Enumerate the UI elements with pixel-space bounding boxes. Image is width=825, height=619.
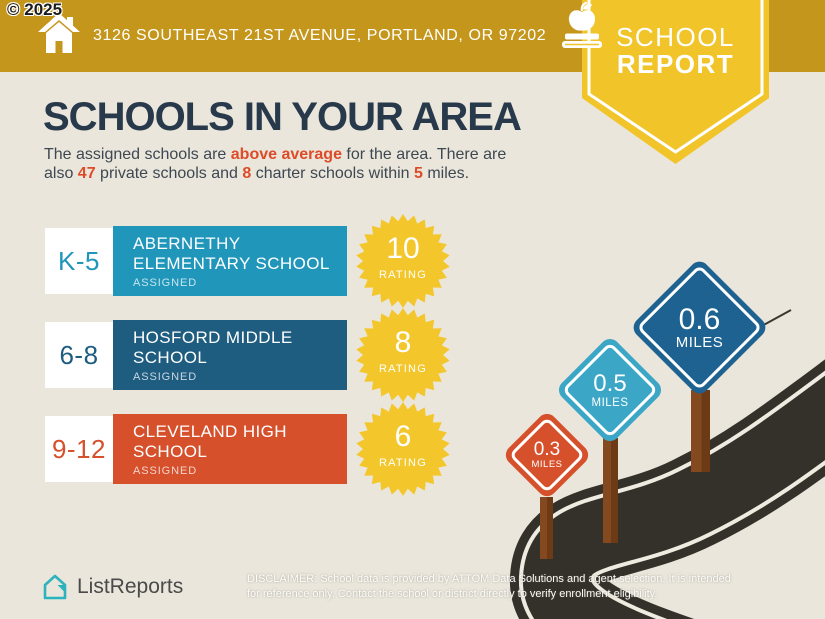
- school-row-elementary: K-5 ABERNETHY ELEMENTARY SCHOOL ASSIGNED…: [45, 214, 505, 308]
- intro-paragraph: The assigned schools are above average f…: [44, 145, 584, 183]
- school-name-line2: SCHOOL: [133, 441, 208, 461]
- grade-range-label: 9-12: [45, 416, 113, 482]
- badge-title-line2: REPORT: [616, 49, 735, 79]
- pennant-shape: [582, 0, 769, 164]
- grade-range-label: K-5: [45, 228, 113, 294]
- star-icon: [356, 308, 450, 402]
- intro-highlight-charter-count: 8: [242, 165, 252, 182]
- distance-sign-0-3-miles: 0.3 MILES: [501, 409, 593, 501]
- sign-post-0-5: [603, 438, 618, 543]
- intro-text: for the area. There are: [341, 146, 507, 163]
- brand-name: ListReports: [77, 575, 184, 598]
- copyright-watermark: © 2025: [7, 0, 63, 19]
- school-name-line1: HOSFORD MIDDLE: [133, 327, 293, 347]
- school-bar: CLEVELAND HIGH SCHOOL ASSIGNED: [113, 414, 347, 484]
- school-report-badge: SCHOOL REPORT: [562, 0, 769, 168]
- school-bar: HOSFORD MIDDLE SCHOOL ASSIGNED: [113, 320, 347, 390]
- assigned-label: ASSIGNED: [133, 276, 198, 289]
- intro-highlight-private-count: 47: [77, 165, 96, 182]
- rating-label: RATING: [379, 269, 427, 281]
- rating-value: 8: [394, 326, 412, 359]
- assigned-label: ASSIGNED: [133, 370, 198, 383]
- assigned-label: ASSIGNED: [133, 464, 198, 477]
- distance-sign-0-6-miles: 0.6 MILES: [629, 257, 770, 398]
- distance-value: 0.6: [678, 302, 721, 336]
- property-address: 3126 SOUTHEAST 21ST AVENUE, PORTLAND, OR…: [93, 27, 547, 44]
- intro-highlight-above-average: above average: [230, 146, 342, 163]
- rating-label: RATING: [379, 363, 427, 375]
- school-row-middle: 6-8 HOSFORD MIDDLE SCHOOL ASSIGNED 8 RAT…: [45, 308, 505, 402]
- intro-text: miles.: [422, 165, 470, 182]
- rating-badge: 6 RATING: [355, 401, 451, 497]
- star-icon: [356, 402, 450, 496]
- sign-post-0-3: [540, 497, 553, 559]
- intro-text: The assigned schools are: [44, 146, 231, 163]
- distance-value: 0.3: [533, 439, 561, 461]
- intro-text: also: [44, 165, 78, 182]
- grade-range-label: 6-8: [45, 322, 113, 388]
- folded-house-icon: [43, 574, 67, 600]
- badge-title-line1: SCHOOL: [616, 22, 735, 52]
- intro-highlight-miles: 5: [413, 165, 423, 182]
- distance-value: 0.5: [593, 370, 627, 398]
- school-bar: ABERNETHY ELEMENTARY SCHOOL ASSIGNED: [113, 226, 347, 296]
- apple-on-book-icon: [562, 1, 602, 48]
- disclaimer-line1: DISCLAIMER: School data is provided by A…: [247, 573, 731, 585]
- intro-text: charter schools within: [251, 165, 414, 182]
- school-name-line1: CLEVELAND HIGH: [133, 421, 287, 441]
- rating-badge: 8 RATING: [355, 307, 451, 403]
- school-name-line1: ABERNETHY: [133, 233, 241, 253]
- distance-unit: MILES: [591, 396, 629, 409]
- distance-unit: MILES: [675, 334, 724, 352]
- disclaimer-text: DISCLAIMER: School data is provided by A…: [247, 572, 732, 601]
- rating-value: 6: [394, 420, 412, 453]
- distance-sign-0-5-miles: 0.5 MILES: [554, 334, 666, 446]
- school-row-high: 9-12 CLEVELAND HIGH SCHOOL ASSIGNED 6 RA…: [45, 402, 505, 496]
- school-name-line2: SCHOOL: [133, 347, 208, 367]
- page-title: SCHOOLS IN YOUR AREA: [43, 95, 522, 139]
- home-icon: [38, 13, 80, 53]
- rating-badge: 10 RATING: [355, 213, 451, 309]
- brand-logo: ListReports: [40, 571, 183, 603]
- sign-post-0-6: [691, 390, 710, 472]
- rating-value: 10: [386, 232, 420, 265]
- intro-text: private schools and: [95, 165, 243, 182]
- distance-unit: MILES: [531, 458, 563, 470]
- disclaimer-line2: for reference only. Contact the school o…: [247, 587, 658, 600]
- star-icon: [356, 214, 450, 308]
- school-name-line2: ELEMENTARY SCHOOL: [133, 253, 330, 273]
- rating-label: RATING: [379, 457, 427, 469]
